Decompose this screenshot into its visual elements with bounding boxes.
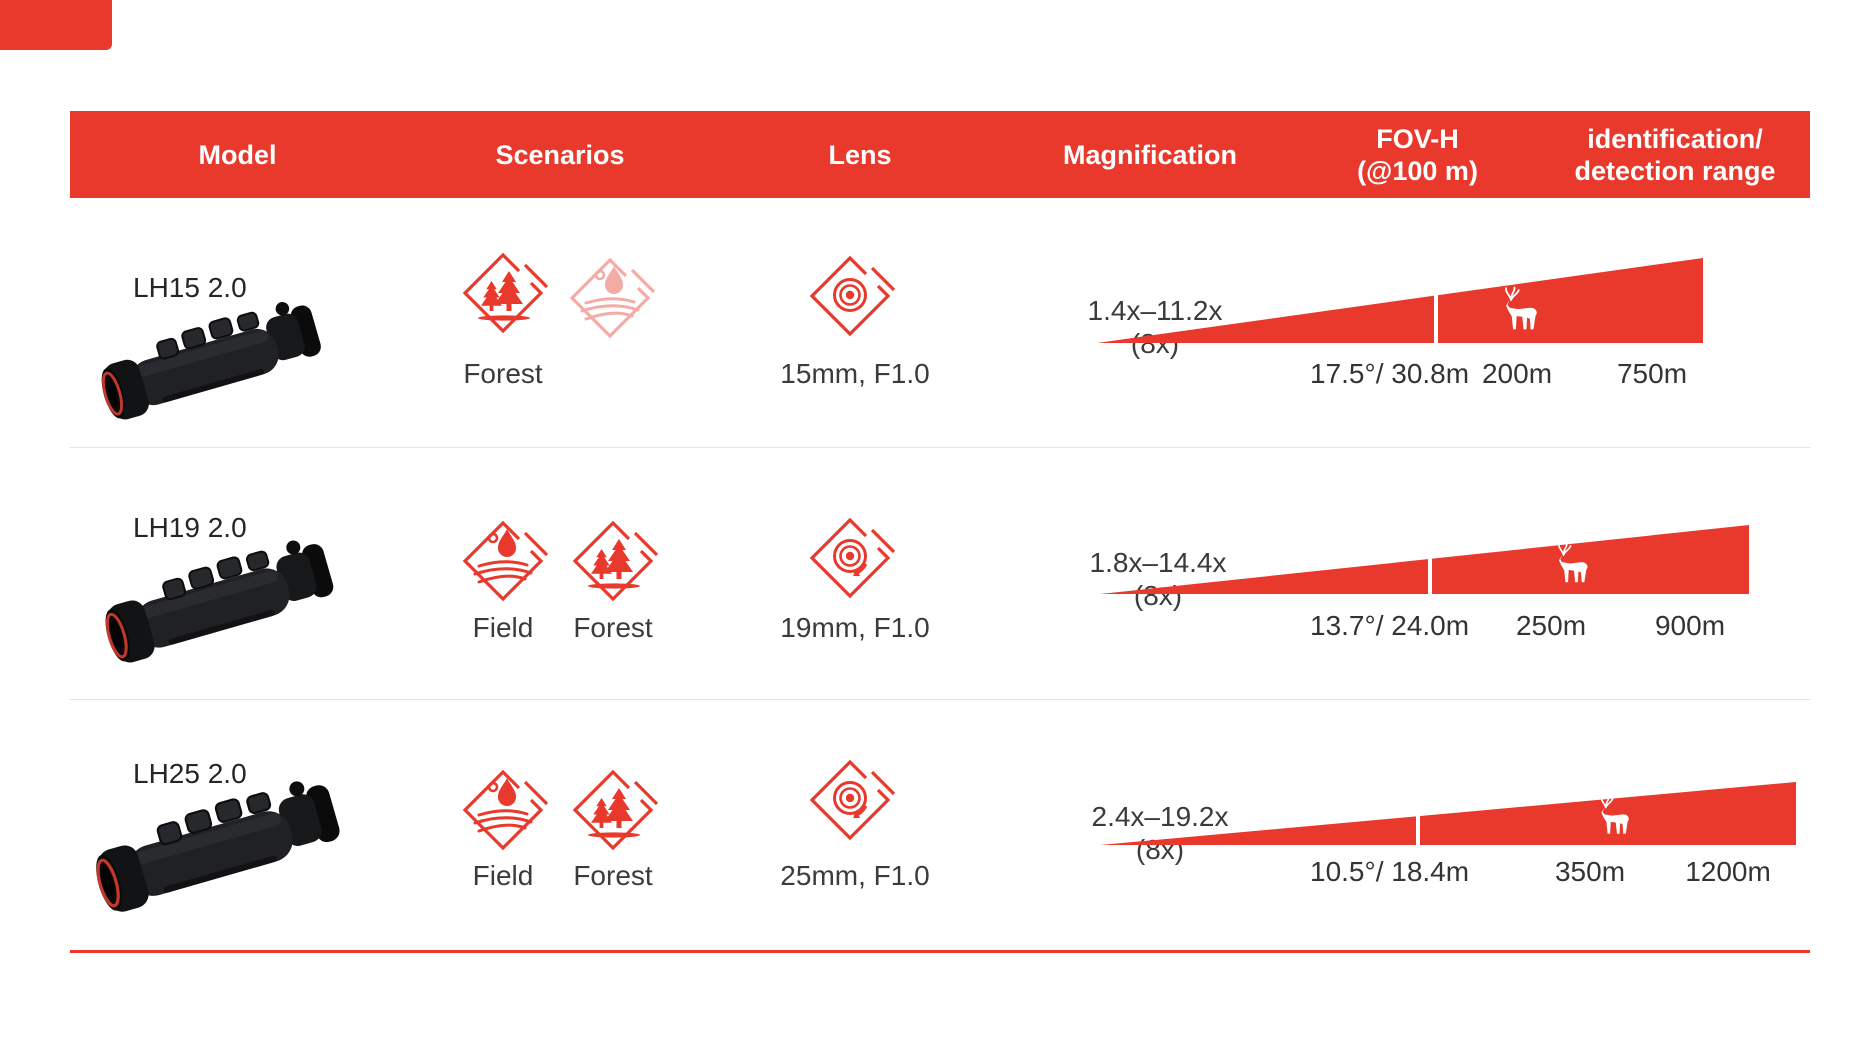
- column-header-model: Model: [70, 139, 405, 171]
- detection-range: 750m: [1616, 358, 1688, 389]
- forest-icon: [565, 513, 661, 609]
- column-header-magnification: Magnification: [1005, 139, 1295, 171]
- field-icon: [455, 762, 551, 858]
- wedge-shape: [1100, 525, 1749, 594]
- row-separator: [70, 699, 1810, 700]
- forest-icon: [455, 245, 551, 341]
- wedge-tick: [1434, 291, 1438, 343]
- column-header-sublabel: (@100 m): [1357, 155, 1478, 186]
- lens-spec: 15mm, F1.0: [780, 358, 930, 389]
- column-header-label: FOV-H: [1376, 123, 1459, 154]
- range-wedge: [1100, 782, 1796, 845]
- wedge-shape: [1097, 258, 1703, 343]
- column-header-label: Magnification: [1063, 139, 1237, 170]
- magnification-range: 1.4x–11.2x: [1087, 295, 1223, 326]
- magnification-value: 1.8x–14.4x (8x): [1033, 546, 1283, 612]
- identification-range: 200m: [1481, 358, 1553, 389]
- wedge-tick: [1428, 551, 1432, 594]
- identification-range: 250m: [1515, 610, 1587, 641]
- identification-range: 350m: [1554, 856, 1626, 887]
- fov-value: 17.5°/ 30.8m: [1310, 358, 1470, 389]
- product-image: [98, 290, 368, 444]
- lens-zoom-icon: [802, 752, 898, 848]
- column-header-label: identification/: [1587, 123, 1763, 154]
- field-icon: [455, 513, 551, 609]
- magnification-value: 1.4x–11.2x (8x): [1030, 294, 1280, 360]
- fov-value: 10.5°/ 18.4m: [1310, 856, 1470, 887]
- model-name: LH15 2.0: [133, 272, 247, 303]
- magnification-range: 1.8x–14.4x: [1089, 547, 1227, 578]
- magnification-digital: (8x): [1133, 580, 1183, 611]
- wedge-tick: [1416, 806, 1420, 845]
- lens-spec: 19mm, F1.0: [780, 612, 930, 643]
- lens-spec: 25mm, F1.0: [780, 860, 930, 891]
- table-bottom-rule: [70, 950, 1810, 953]
- row-separator: [70, 447, 1810, 448]
- column-header-fov: FOV-H (@100 m): [1295, 123, 1540, 187]
- scenario-label: Field: [472, 612, 534, 643]
- forest-icon: [565, 762, 661, 858]
- model-name: LH25 2.0: [133, 758, 247, 789]
- model-name: LH19 2.0: [133, 512, 247, 543]
- range-wedge: [1097, 258, 1703, 343]
- scenario-label: Forest: [573, 860, 653, 891]
- scenario-label: Forest: [573, 612, 653, 643]
- lens-icon: [802, 248, 898, 344]
- column-header-range: identification/ detection range: [1540, 123, 1810, 187]
- column-header-sublabel: detection range: [1574, 155, 1776, 186]
- column-header-scenarios: Scenarios: [405, 139, 715, 171]
- range-wedge: [1100, 525, 1749, 594]
- column-header-label: Scenarios: [495, 139, 625, 170]
- scenario-label: Forest: [463, 358, 543, 389]
- scenario-label: Field: [472, 860, 534, 891]
- detection-range: 900m: [1654, 610, 1726, 641]
- column-header-lens: Lens: [715, 139, 1005, 171]
- field-icon: [562, 250, 658, 346]
- product-image: [102, 528, 382, 688]
- wedge-shape: [1100, 782, 1796, 845]
- fov-value: 13.7°/ 24.0m: [1310, 610, 1470, 641]
- column-header-label: Lens: [828, 139, 892, 170]
- column-header-label: Model: [198, 139, 277, 170]
- table-header: Model Scenarios Lens Magnification FOV-H…: [70, 111, 1810, 198]
- magnification-range: 2.4x–19.2x: [1091, 801, 1229, 832]
- product-image: [92, 768, 392, 939]
- detection-range: 1200m: [1685, 856, 1771, 887]
- lens-zoom-icon: [802, 510, 898, 606]
- corner-accent: [0, 0, 112, 50]
